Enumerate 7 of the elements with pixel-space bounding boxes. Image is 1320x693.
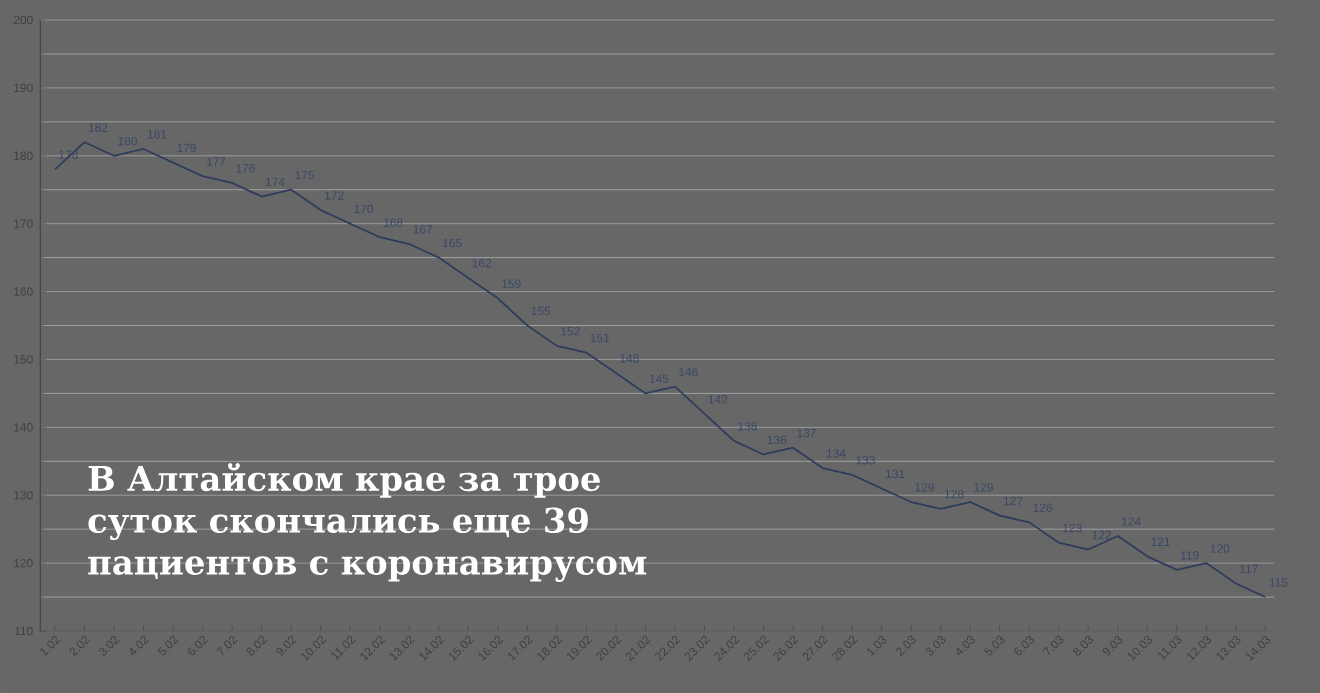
data-label: 168 xyxy=(384,218,403,227)
data-label: 128 xyxy=(944,489,964,499)
data-label: 138 xyxy=(738,422,757,431)
data-label: 123 xyxy=(1063,523,1082,533)
text: В Алтайском крае за трое суток скончались еще 39 пациентов с коронавирусом xyxy=(88,463,647,582)
data-label: 133 xyxy=(856,456,875,465)
data-label: 148 xyxy=(620,354,639,363)
